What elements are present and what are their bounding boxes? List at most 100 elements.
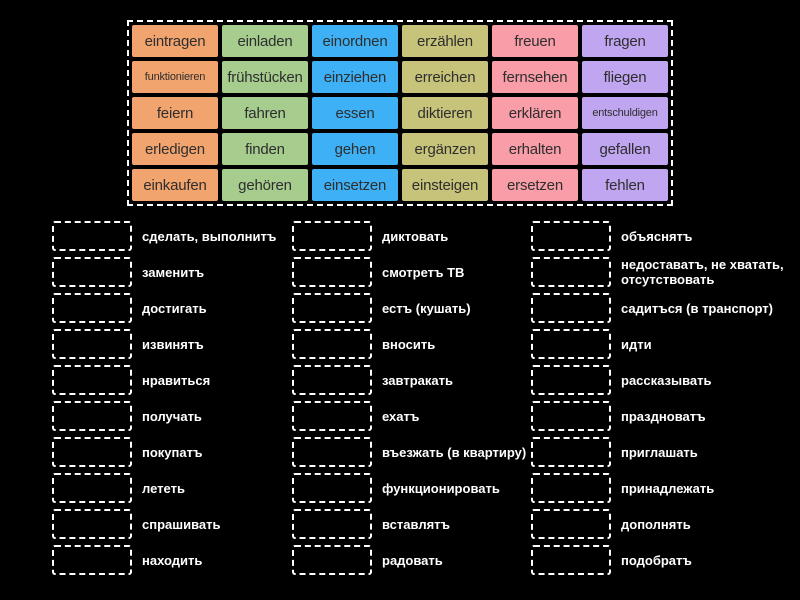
definition-label: заменитъ	[142, 264, 205, 280]
word-tile[interactable]: diktieren	[402, 97, 488, 129]
answer-drop-slot[interactable]	[292, 509, 372, 539]
answer-drop-slot[interactable]	[531, 329, 611, 359]
answer-drop-slot[interactable]	[531, 473, 611, 503]
definition-label: садитъся (в транспорт)	[621, 300, 773, 316]
word-tile[interactable]: gehören	[222, 169, 308, 201]
answer-drop-slot[interactable]	[531, 293, 611, 323]
match-pair: находить	[52, 545, 327, 575]
word-tile[interactable]: fliegen	[582, 61, 668, 93]
word-tile[interactable]: erklären	[492, 97, 578, 129]
answer-drop-slot[interactable]	[531, 257, 611, 287]
definition-label: сделать, выполнитъ	[142, 228, 277, 244]
word-tile[interactable]: fahren	[222, 97, 308, 129]
definition-label: диктовать	[382, 228, 449, 244]
answer-drop-slot[interactable]	[52, 257, 132, 287]
match-pair: недоставатъ, не хватать, отсутствовать	[531, 257, 793, 287]
word-tiles-panel: eintragen einladen einordnen erzählen freuen…	[127, 20, 673, 206]
match-pair: лететь	[52, 473, 327, 503]
answer-drop-slot[interactable]	[531, 437, 611, 467]
word-tile[interactable]: frühstücken	[222, 61, 308, 93]
answer-drop-slot[interactable]	[292, 437, 372, 467]
word-tile[interactable]: fehlen	[582, 169, 668, 201]
word-tile[interactable]: erhalten	[492, 133, 578, 165]
word-tile[interactable]: essen	[312, 97, 398, 129]
word-tile[interactable]: einsetzen	[312, 169, 398, 201]
definition-label: смотретъ ТВ	[382, 264, 465, 280]
match-pair: завтракать	[292, 365, 582, 395]
word-tile[interactable]: erreichen	[402, 61, 488, 93]
match-column-1: сделать, выполнитъ заменитъ достигать извин…	[52, 221, 327, 581]
answer-drop-slot[interactable]	[52, 437, 132, 467]
word-tile[interactable]: fernsehen	[492, 61, 578, 93]
definition-label: приглашать	[621, 444, 698, 460]
word-tile[interactable]: erzählen	[402, 25, 488, 57]
answer-drop-slot[interactable]	[52, 401, 132, 431]
definition-label: въезжать (в квартиру)	[382, 444, 527, 460]
match-column-2: диктовать смотретъ ТВ естъ (кушать) вносить…	[292, 221, 582, 581]
answer-drop-slot[interactable]	[52, 365, 132, 395]
match-pair: смотретъ ТВ	[292, 257, 582, 287]
answer-drop-slot[interactable]	[531, 365, 611, 395]
answer-drop-slot[interactable]	[52, 545, 132, 575]
answer-drop-slot[interactable]	[52, 329, 132, 359]
word-tile[interactable]: entschuldigen	[582, 97, 668, 129]
match-pair: спрашивать	[52, 509, 327, 539]
match-pair: извинятъ	[52, 329, 327, 359]
answer-drop-slot[interactable]	[531, 545, 611, 575]
match-pair: объяснятъ	[531, 221, 793, 251]
word-tile[interactable]: einsteigen	[402, 169, 488, 201]
answer-drop-slot[interactable]	[292, 257, 372, 287]
word-tile[interactable]: erledigen	[132, 133, 218, 165]
match-pair: покупатъ	[52, 437, 327, 467]
answer-drop-slot[interactable]	[292, 545, 372, 575]
definition-label: лететь	[142, 480, 185, 496]
word-tile[interactable]: einladen	[222, 25, 308, 57]
match-pair: функционировать	[292, 473, 582, 503]
answer-drop-slot[interactable]	[292, 293, 372, 323]
answer-drop-slot[interactable]	[292, 221, 372, 251]
word-tile[interactable]: ersetzen	[492, 169, 578, 201]
definition-label: покупатъ	[142, 444, 203, 460]
word-tile[interactable]: eintragen	[132, 25, 218, 57]
match-pair: подобратъ	[531, 545, 793, 575]
definition-label: нравиться	[142, 372, 211, 388]
word-tile[interactable]: finden	[222, 133, 308, 165]
word-tile[interactable]: gehen	[312, 133, 398, 165]
word-tile[interactable]: funktionieren	[132, 61, 218, 93]
word-tile[interactable]: einordnen	[312, 25, 398, 57]
word-tile[interactable]: freuen	[492, 25, 578, 57]
answer-drop-slot[interactable]	[531, 221, 611, 251]
word-tile[interactable]: fragen	[582, 25, 668, 57]
definition-label: завтракать	[382, 372, 453, 388]
answer-drop-slot[interactable]	[292, 473, 372, 503]
match-pair: естъ (кушать)	[292, 293, 582, 323]
match-pair: дополнять	[531, 509, 793, 539]
answer-drop-slot[interactable]	[52, 509, 132, 539]
word-tile[interactable]: einkaufen	[132, 169, 218, 201]
answer-drop-slot[interactable]	[52, 221, 132, 251]
definition-label: рассказывать	[621, 372, 712, 388]
answer-drop-slot[interactable]	[52, 293, 132, 323]
word-tile[interactable]: gefallen	[582, 133, 668, 165]
definition-label: вставлятъ	[382, 516, 451, 532]
word-tile[interactable]: einziehen	[312, 61, 398, 93]
answer-drop-slot[interactable]	[531, 401, 611, 431]
definition-label: ехатъ	[382, 408, 420, 424]
answer-drop-slot[interactable]	[292, 365, 372, 395]
word-tile[interactable]: ergänzen	[402, 133, 488, 165]
match-pair: садитъся (в транспорт)	[531, 293, 793, 323]
definition-label: недоставатъ, не хватать, отсутствовать	[621, 257, 784, 287]
definition-label: праздноватъ	[621, 408, 706, 424]
match-pair: диктовать	[292, 221, 582, 251]
answer-drop-slot[interactable]	[531, 509, 611, 539]
match-pair: принадлежать	[531, 473, 793, 503]
match-pair: заменитъ	[52, 257, 327, 287]
answer-drop-slot[interactable]	[52, 473, 132, 503]
answer-drop-slot[interactable]	[292, 329, 372, 359]
match-pair: вставлятъ	[292, 509, 582, 539]
definition-label: подобратъ	[621, 552, 692, 568]
match-pair: въезжать (в квартиру)	[292, 437, 582, 467]
answer-drop-slot[interactable]	[292, 401, 372, 431]
word-tile[interactable]: feiern	[132, 97, 218, 129]
match-pair: праздноватъ	[531, 401, 793, 431]
